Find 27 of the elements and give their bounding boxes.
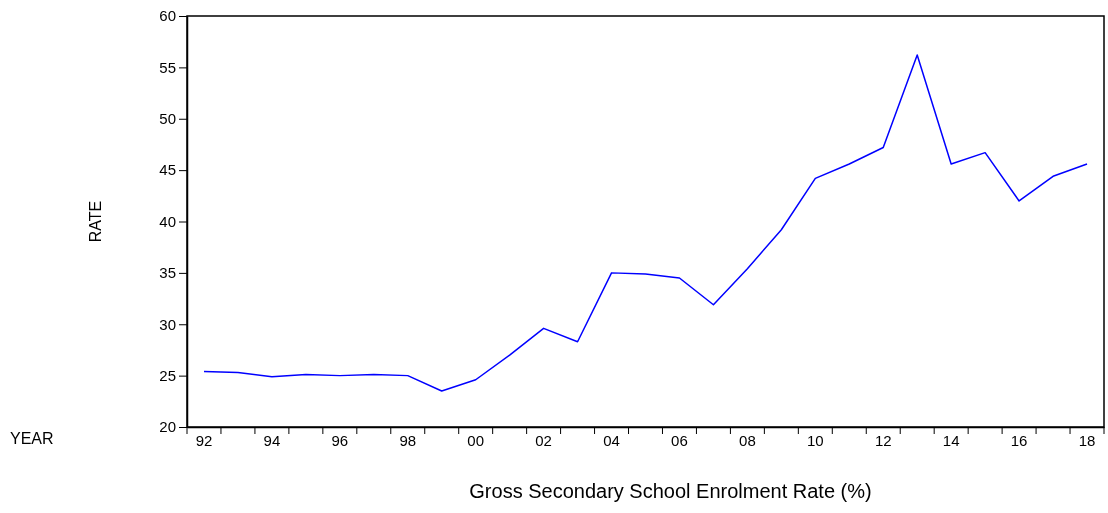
line-series (203, 54, 1088, 392)
x-tick-label: 92 (195, 431, 213, 449)
y-tick-label: 55 (159, 58, 176, 76)
x-tick-label: 04 (603, 431, 620, 449)
y-tick-label: 35 (159, 264, 176, 282)
x-tick-label: 12 (874, 431, 892, 449)
y-axis-title: RATE (87, 200, 104, 243)
x-tick-label: 10 (806, 431, 824, 449)
y-tick-label: 50 (159, 110, 176, 128)
y-tick-label: 45 (159, 161, 176, 179)
y-tick-label: 60 (159, 7, 176, 25)
x-tick-label: 06 (671, 431, 688, 449)
y-tick-label: 40 (159, 212, 176, 230)
x-tick-label: 96 (331, 431, 349, 449)
y-tick-label: 25 (159, 366, 176, 384)
x-tick-label: 14 (942, 431, 960, 449)
text: YEAR (10, 430, 54, 447)
x-tick-label: 02 (535, 431, 552, 449)
x-tick-label: 98 (399, 431, 417, 449)
y-tick-label: 20 (159, 418, 176, 436)
x-tick-label: 00 (467, 431, 485, 449)
x-tick-label: 94 (263, 431, 281, 449)
y-tick-label: 30 (159, 315, 176, 333)
x-tick-label: 08 (739, 431, 756, 449)
x-tick-label: 18 (1078, 431, 1096, 449)
x-tick-label: 16 (1010, 431, 1028, 449)
x-axis-title: Gross Secondary School Enrolment Rate (%) (469, 480, 872, 502)
